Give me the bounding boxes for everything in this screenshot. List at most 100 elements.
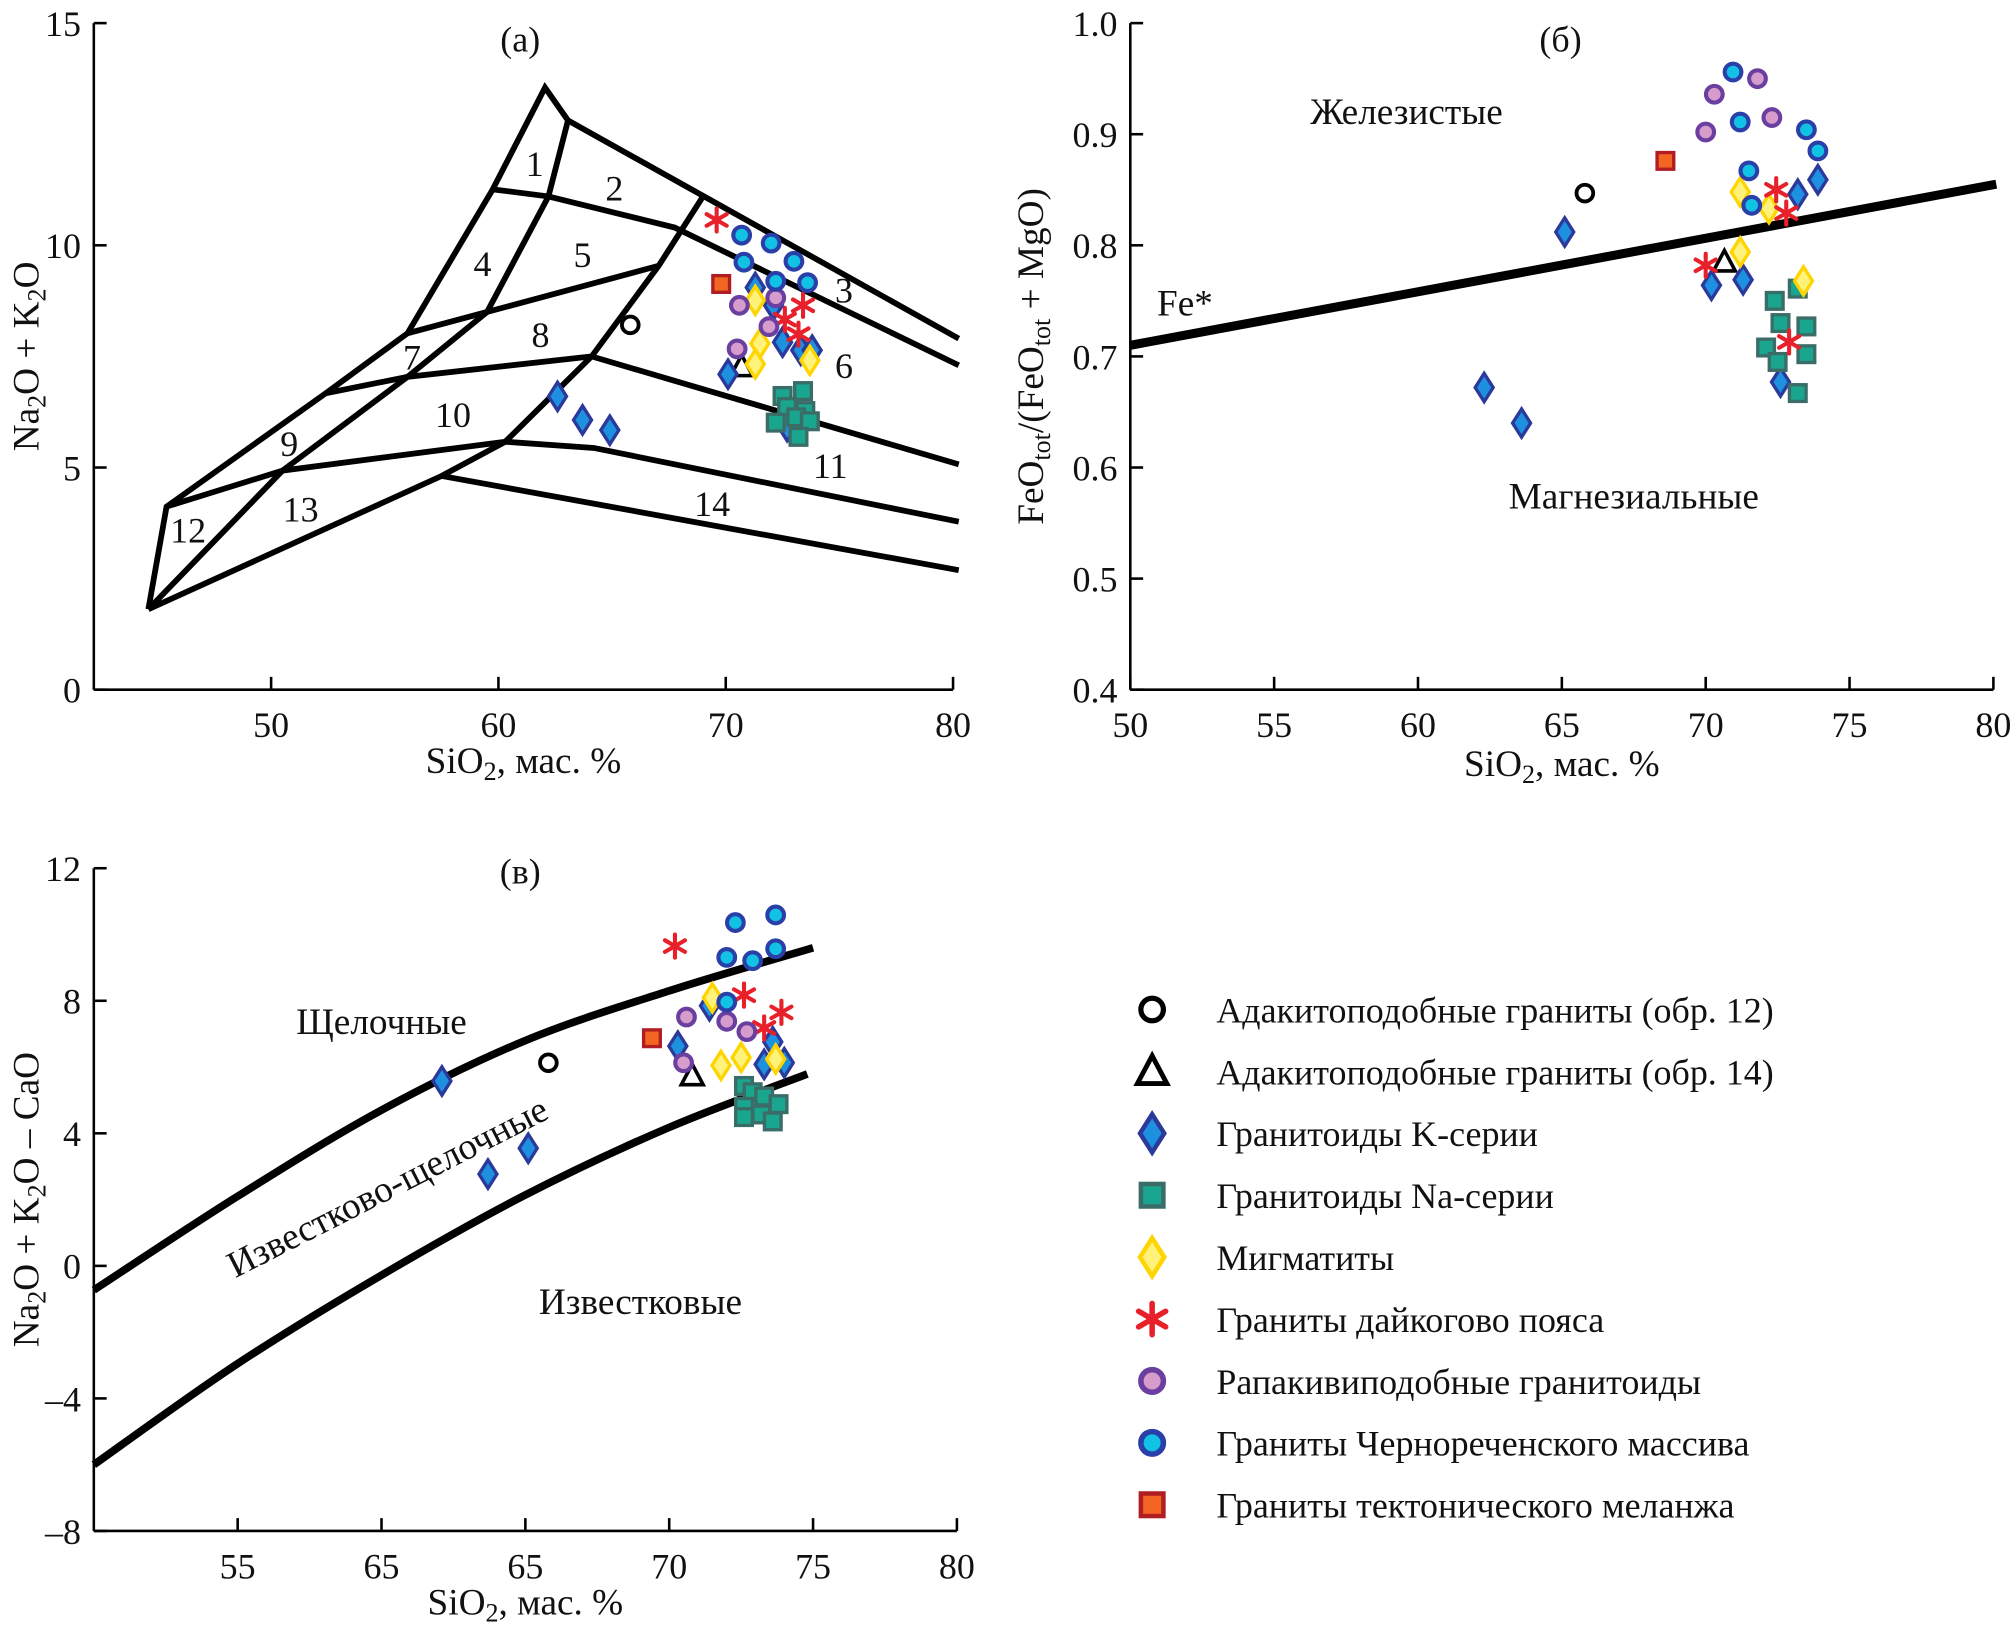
data-point	[1722, 61, 1744, 83]
y-tick-label: 0.7	[1073, 337, 1118, 377]
y-tick-label: 0	[63, 1247, 81, 1287]
series-diamond	[744, 283, 821, 382]
data-point	[1806, 162, 1829, 198]
data-point	[711, 273, 732, 294]
legend-item: Гранитоиды Na-серии	[1138, 1176, 1554, 1216]
series-diamond	[701, 980, 787, 1083]
series-circle	[1695, 68, 1783, 143]
series-square	[765, 381, 820, 447]
y-axis-label-part: /(FeO	[1011, 346, 1052, 433]
x-axis-label: SiO2, мас. %	[426, 741, 622, 786]
open-triangle-icon	[1133, 1050, 1171, 1086]
data-point	[744, 346, 767, 382]
data-point	[1710, 246, 1739, 273]
y-axis-label-part: Na	[7, 407, 48, 451]
legend-item: Гранитоиды K-серии	[1137, 1110, 1538, 1157]
series-open-circle	[619, 314, 641, 336]
series-square	[1655, 150, 1676, 171]
data-point	[733, 251, 755, 273]
legend-label: Адакитоподобные граниты (обр. 14)	[1216, 1052, 1773, 1092]
data-point	[771, 324, 794, 360]
series-circle	[731, 224, 818, 294]
data-point	[726, 338, 748, 360]
y-axis-label: Na2O + K2O – CaO	[7, 1052, 52, 1347]
data-point	[764, 1041, 787, 1077]
x-tick-label: 65	[507, 1546, 543, 1586]
data-point	[1574, 182, 1596, 204]
data-point	[546, 379, 569, 414]
boundary-line	[146, 119, 571, 612]
y-tick-label: 1.0	[1073, 4, 1118, 44]
y-tick-label: –8	[44, 1512, 81, 1552]
data-point	[1655, 150, 1676, 171]
legend-marker	[1137, 1110, 1167, 1157]
data-point	[1756, 337, 1777, 358]
data-point	[1774, 199, 1799, 227]
y-tick-label: 10	[45, 226, 81, 266]
y-axis-label-part: O	[7, 262, 48, 289]
data-point	[1792, 263, 1815, 299]
boundary-line	[325, 353, 960, 468]
data-point	[798, 343, 821, 378]
legend: Адакитоподобные граниты (обр. 12) Адакито…	[1133, 990, 1774, 1526]
region-label: Известковые	[539, 1282, 742, 1323]
boundary-line	[145, 81, 961, 610]
data-point	[788, 426, 809, 447]
series-square	[641, 1028, 662, 1049]
boundary-line	[441, 473, 960, 574]
data-point	[733, 1107, 755, 1128]
data-point	[1796, 316, 1817, 337]
y-tick-label: 15	[45, 4, 81, 44]
x-axis-label-part: SiO	[426, 741, 484, 782]
series-open-circle	[538, 1052, 559, 1074]
x-tick-label: 65	[1544, 705, 1580, 745]
diamond-icon	[1137, 1233, 1167, 1281]
data-point	[598, 412, 621, 448]
star-arm	[772, 311, 797, 328]
data-point	[1693, 251, 1718, 279]
y-axis-label-part: 2	[23, 395, 52, 408]
y-axis-label-part: 2	[23, 1291, 52, 1304]
x-tick-label: 70	[708, 705, 744, 745]
y-axis-label-part: O – CaO	[7, 1052, 48, 1184]
data-point	[1787, 383, 1808, 404]
data-point	[799, 411, 820, 432]
data-point	[731, 981, 757, 1009]
panel-title: (в)	[500, 852, 541, 892]
data-point	[730, 1040, 753, 1075]
square-icon	[1138, 1491, 1166, 1519]
x-tick-label: 80	[935, 705, 971, 745]
region-label: Магнезиальные	[1509, 477, 1759, 518]
star-arm	[662, 938, 688, 954]
y-tick-label: 0.5	[1073, 559, 1118, 599]
legend-marker	[1138, 1181, 1166, 1209]
data-point	[538, 1052, 559, 1074]
y-tick-label: –4	[44, 1379, 81, 1419]
x-tick-label: 50	[253, 705, 289, 745]
data-point	[1777, 328, 1802, 356]
y-axis-label-part: Na	[7, 1303, 48, 1347]
data-point	[678, 1060, 707, 1087]
legend-item: Адакитоподобные граниты (обр. 14)	[1133, 1050, 1774, 1092]
legend-marker	[1138, 1491, 1166, 1519]
data-point	[1769, 364, 1792, 400]
x-tick-label: 75	[795, 1546, 831, 1586]
data-point	[1764, 176, 1789, 204]
y-tick-label: 0.4	[1073, 671, 1118, 711]
x-axis-label: SiO2, мас. %	[1464, 744, 1660, 789]
data-point	[760, 232, 782, 254]
star-arm	[769, 1004, 794, 1021]
x-tick-label: 80	[939, 1546, 975, 1586]
field-number-label: 8	[531, 315, 549, 355]
data-point	[765, 287, 787, 309]
panel-title: (а)	[500, 19, 540, 59]
star-arm	[1135, 1308, 1169, 1330]
star-arm	[1764, 181, 1789, 198]
data-point	[724, 912, 746, 933]
data-point	[1729, 111, 1751, 133]
x-axis-label-part: , мас. %	[1535, 744, 1660, 785]
legend-item: Мигматиты	[1137, 1233, 1394, 1281]
data-point	[710, 1048, 732, 1083]
